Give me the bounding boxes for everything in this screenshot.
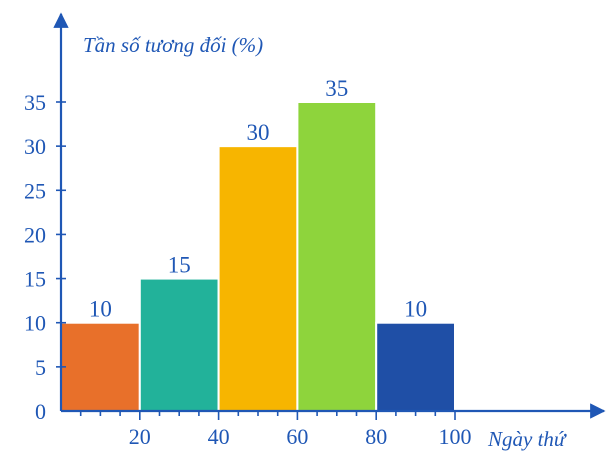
y-tick-label: 30 [24,134,46,159]
bar-value-label: 10 [89,297,112,322]
x-tick-label: 60 [286,424,308,449]
histogram-bar [217,145,299,412]
y-tick-label: 5 [35,355,46,380]
histogram-bar [296,101,378,412]
data-labels-group: 10 15 30 35 10 [89,76,427,322]
bar-value-label: 35 [325,76,348,101]
x-tick-label: 20 [129,424,151,449]
bar-value-label: 30 [247,120,270,145]
y-ticks-group: 0 5 10 15 20 25 30 35 [24,90,66,424]
bar-value-label: 15 [168,253,191,278]
x-tick-label: 100 [439,424,472,449]
x-axis-title: Ngày thứ [487,427,567,451]
histogram-bar [375,321,457,413]
x-tick-label: 80 [365,424,387,449]
y-tick-label: 0 [35,399,46,424]
y-tick-label: 10 [24,311,46,336]
y-axis-title: Tần số tương đối (%) [83,33,263,57]
x-tick-label: 40 [208,424,230,449]
y-tick-label: 15 [24,267,46,292]
histogram-bar [60,321,141,413]
bars-group [60,101,457,413]
y-tick-label: 25 [24,178,46,203]
y-tick-label: 35 [24,90,46,115]
bar-value-label: 10 [404,297,427,322]
y-tick-label: 20 [24,222,46,247]
histogram-bar [138,277,220,413]
x-ticks-group: 20 40 60 80 100 [79,411,472,449]
